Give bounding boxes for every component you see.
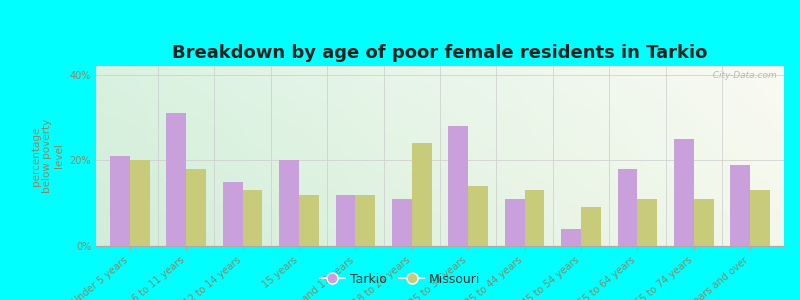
Bar (730, 165, 750, 246)
Bar (242, 190, 262, 246)
Bar (674, 139, 694, 246)
Bar (223, 182, 242, 246)
Title: Breakdown by age of poor female residents in Tarkio: Breakdown by age of poor female resident… (172, 44, 708, 62)
Bar (562, 229, 581, 246)
Bar (505, 199, 525, 246)
Bar (355, 195, 375, 246)
Bar (299, 195, 318, 246)
Text: City-Data.com: City-Data.com (707, 71, 777, 80)
Y-axis label: percentage
below poverty
level: percentage below poverty level (31, 119, 64, 193)
Bar (638, 199, 657, 246)
Bar (166, 113, 186, 246)
Bar (525, 190, 544, 246)
Bar (581, 207, 601, 246)
Bar (186, 169, 206, 246)
Bar (694, 199, 714, 246)
Bar (110, 156, 130, 246)
Bar (618, 169, 638, 246)
Bar (449, 126, 468, 246)
Bar (336, 195, 355, 246)
Bar (130, 160, 150, 246)
Bar (750, 190, 770, 246)
Bar (279, 160, 299, 246)
Legend: Tarkio, Missouri: Tarkio, Missouri (314, 268, 486, 291)
Bar (468, 186, 488, 246)
Bar (412, 143, 431, 246)
Bar (392, 199, 412, 246)
